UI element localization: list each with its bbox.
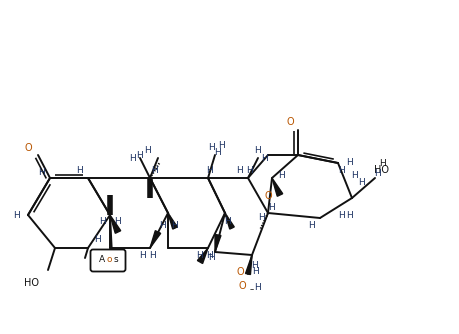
Text: O: O xyxy=(263,191,271,201)
Text: H: H xyxy=(77,166,83,174)
Text: H: H xyxy=(246,166,253,174)
Text: H: H xyxy=(258,213,265,222)
Text: H: H xyxy=(206,250,213,260)
Polygon shape xyxy=(150,231,160,248)
Text: H: H xyxy=(100,217,106,226)
Text: H: H xyxy=(114,217,121,226)
Text: H: H xyxy=(374,168,381,177)
Text: O: O xyxy=(235,267,243,277)
Text: HO: HO xyxy=(24,278,39,288)
Text: H: H xyxy=(358,177,364,186)
Text: A: A xyxy=(99,255,105,264)
Text: H: H xyxy=(338,210,345,219)
Polygon shape xyxy=(168,213,177,229)
Text: H: H xyxy=(254,284,261,293)
Text: H: H xyxy=(261,154,268,163)
Text: H: H xyxy=(251,261,258,270)
Text: H: H xyxy=(218,141,225,150)
Text: H: H xyxy=(379,159,386,167)
Text: H: H xyxy=(346,158,353,167)
Text: O: O xyxy=(238,281,245,291)
Text: H: H xyxy=(346,210,353,219)
Text: H: H xyxy=(39,167,45,176)
Text: o: o xyxy=(106,255,112,264)
Text: H: H xyxy=(171,220,178,229)
Text: H: H xyxy=(149,250,156,260)
Text: H: H xyxy=(144,146,151,155)
Text: H: H xyxy=(140,250,146,260)
Polygon shape xyxy=(245,255,252,275)
Text: H: H xyxy=(252,268,259,277)
Text: H: H xyxy=(278,170,285,179)
Polygon shape xyxy=(197,248,207,264)
Text: H: H xyxy=(268,203,275,212)
Text: H: H xyxy=(95,235,101,244)
Text: H: H xyxy=(236,166,243,174)
Text: H: H xyxy=(214,148,221,157)
Text: H: H xyxy=(254,146,261,155)
Text: H: H xyxy=(196,250,203,260)
Polygon shape xyxy=(271,178,282,196)
Text: O: O xyxy=(285,117,293,127)
Text: H: H xyxy=(151,166,158,174)
Text: H: H xyxy=(351,170,358,179)
Text: H: H xyxy=(129,154,136,163)
Text: H: H xyxy=(224,217,231,226)
Text: H: H xyxy=(208,254,215,263)
Text: H: H xyxy=(159,220,166,229)
Text: H: H xyxy=(136,151,143,160)
Text: H: H xyxy=(208,143,215,152)
Text: HO: HO xyxy=(374,165,389,175)
Text: H: H xyxy=(308,220,315,229)
Text: s: s xyxy=(113,255,118,264)
Text: H: H xyxy=(338,166,345,174)
Polygon shape xyxy=(214,234,220,252)
FancyBboxPatch shape xyxy=(90,249,125,272)
Polygon shape xyxy=(224,213,234,229)
Polygon shape xyxy=(110,215,120,233)
Text: H: H xyxy=(206,166,213,174)
Text: –: – xyxy=(249,286,253,295)
Text: H: H xyxy=(14,210,20,219)
Text: O: O xyxy=(24,143,32,153)
